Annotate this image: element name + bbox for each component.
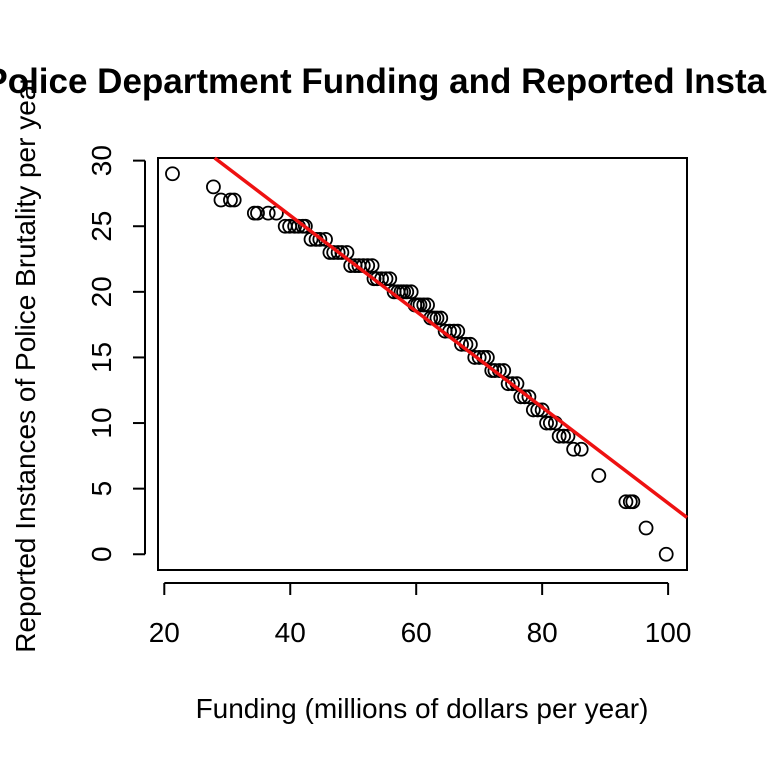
y-axis-label: Reported Instances of Police Brutality p… [10,75,41,652]
data-point [297,218,313,234]
x-tick-label: 40 [275,617,306,648]
data-point [260,205,276,221]
y-tick-label: 0 [86,546,117,562]
fit-line [213,156,689,519]
y-tick-label: 25 [86,211,117,242]
y-tick-label: 20 [86,276,117,307]
data-point [521,389,537,405]
data-point [433,310,449,326]
y-tick-label: 30 [86,145,117,176]
plot-frame [157,157,688,571]
data-point [246,205,262,221]
data-point [312,231,328,247]
data-point [471,350,487,365]
data-point [551,428,567,444]
x-tick-label: 100 [645,617,692,648]
data-point [566,441,582,457]
data-point [454,336,469,352]
x-tick-label: 80 [527,617,558,648]
data-point [334,245,350,260]
data-point [625,494,641,510]
data-point [403,284,419,300]
data-point [450,323,466,339]
chart-title: Relationship between Police Department F… [0,62,768,101]
data-point [487,363,503,378]
data-point [539,415,554,431]
data-point [542,415,558,431]
plot-area: 20 40 60 80 100 0 5 10 15 20 25 30 [86,145,691,648]
data-point [378,271,394,287]
data-point [534,402,550,418]
data-point [206,179,221,195]
x-tick-label: 60 [401,617,432,648]
y-tick-label: 5 [86,481,117,497]
data-point [658,546,674,562]
data-point [250,205,265,221]
data-point [556,428,571,444]
data-point [618,494,634,510]
data-point [525,402,541,418]
data-point [165,166,180,182]
data-point [223,192,238,208]
data-point [330,245,346,260]
data-point [416,297,432,313]
y-tick-label: 15 [86,342,117,373]
data-point [429,310,445,326]
data-point [412,297,428,313]
data-point [382,271,398,287]
data-point [500,376,516,392]
data-point [226,192,242,208]
data-point [560,428,576,444]
data-point [446,323,462,339]
x-axis-label: Funding (millions of dollars per year) [196,693,649,724]
y-tick-label: 10 [86,407,117,438]
data-point [399,284,415,300]
data-point [591,468,607,483]
x-tick-label: 20 [149,617,180,648]
data-point [573,441,589,457]
data-point [505,376,520,392]
data-point [638,520,654,536]
data-point [360,258,376,273]
